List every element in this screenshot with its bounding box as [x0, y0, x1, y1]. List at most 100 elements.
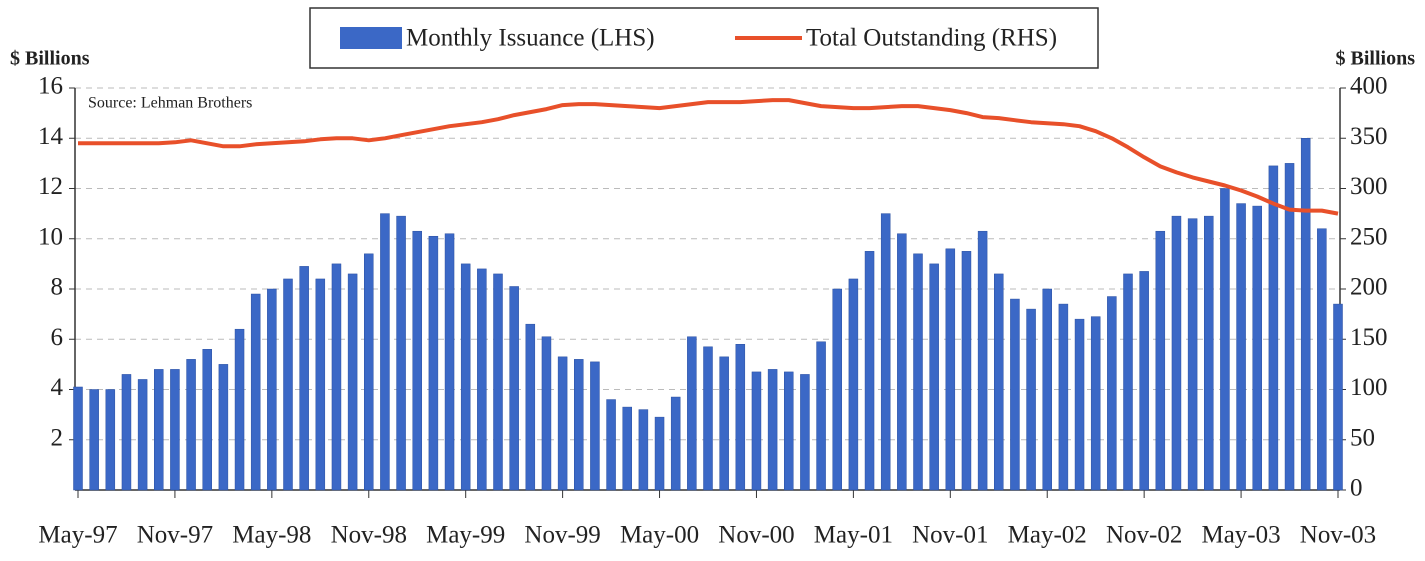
x-tick-label: Nov-99: [524, 522, 600, 549]
x-tick-label: Nov-00: [718, 522, 794, 549]
x-tick-label: May-97: [38, 522, 117, 549]
legend-swatch: [340, 27, 402, 49]
bar: [347, 273, 358, 491]
y2-tick-label: 50: [1350, 424, 1375, 451]
y-axis-title: $ Billions: [10, 48, 90, 70]
bar: [816, 341, 826, 491]
y2-tick-label: 0: [1350, 475, 1363, 502]
bar: [234, 328, 245, 491]
bar: [73, 386, 83, 491]
bar: [719, 356, 729, 491]
bar: [751, 371, 762, 491]
bar: [735, 344, 746, 491]
y2-tick-label: 100: [1350, 374, 1388, 401]
bar: [1236, 203, 1246, 491]
y2-tick-label: 300: [1350, 173, 1388, 200]
bar: [267, 288, 277, 491]
bar: [767, 369, 778, 491]
y2-tick-label: 350: [1350, 123, 1388, 150]
bar: [1268, 165, 1279, 491]
legend-label: Monthly Issuance (LHS): [406, 25, 655, 52]
bar: [848, 278, 859, 491]
bar: [1187, 218, 1198, 491]
x-tick-label: May-02: [1008, 522, 1087, 549]
x-tick-label: Nov-01: [912, 522, 988, 549]
bar: [1074, 318, 1085, 491]
x-tick-label: May-98: [232, 522, 311, 549]
bar: [1058, 303, 1069, 491]
x-tick-label: Nov-98: [331, 522, 407, 549]
bar: [929, 263, 939, 491]
x-tick-label: Nov-02: [1106, 522, 1182, 549]
bar: [961, 251, 972, 491]
bar: [412, 230, 422, 491]
x-tick-label: May-00: [620, 522, 699, 549]
bar: [186, 359, 196, 491]
bar: [622, 406, 632, 491]
bar: [1042, 288, 1052, 491]
bar: [525, 323, 536, 491]
x-tick-label: May-03: [1201, 522, 1280, 549]
y-tick-label: 2: [51, 424, 64, 451]
annotation: Source: Lehman Brothers: [88, 95, 252, 112]
y-tick-label: 10: [38, 223, 63, 250]
bar: [105, 389, 116, 491]
bar: [121, 374, 132, 491]
bar: [1284, 163, 1295, 491]
bar: [364, 253, 374, 491]
legend-box: [309, 7, 1099, 69]
y-tick-label: 6: [51, 324, 64, 351]
bar: [880, 213, 891, 491]
bar: [557, 356, 568, 491]
bar: [1123, 273, 1133, 491]
bar: [606, 399, 616, 491]
bar: [250, 293, 261, 491]
bar: [864, 251, 875, 491]
y2-tick-label: 200: [1350, 274, 1388, 301]
bar: [1300, 138, 1311, 491]
y-tick-label: 14: [38, 123, 64, 150]
bar: [913, 253, 923, 491]
bar: [1171, 215, 1182, 491]
bar: [1090, 316, 1101, 491]
y2-tick-label: 150: [1350, 324, 1388, 351]
bar: [428, 235, 439, 491]
line: [78, 98, 1339, 216]
bar: [541, 336, 552, 491]
bar: [460, 263, 471, 491]
bar: [477, 268, 487, 491]
y2-tick-label: 400: [1350, 73, 1388, 100]
bar: [283, 278, 293, 491]
x-tick-label: May-99: [426, 522, 505, 549]
y-tick-label: 16: [38, 73, 63, 100]
bar: [170, 369, 180, 491]
bar: [1026, 308, 1036, 491]
bar: [1317, 228, 1327, 491]
bar: [670, 396, 681, 491]
bar: [654, 416, 665, 491]
bar: [299, 266, 309, 491]
bar: [703, 346, 713, 491]
bar: [897, 233, 907, 491]
bar: [800, 374, 810, 491]
bar: [1333, 303, 1343, 491]
x-tick-label: Nov-97: [137, 522, 213, 549]
bar: [509, 286, 519, 491]
y2-tick-label: 250: [1350, 223, 1388, 250]
y-tick-label: 8: [51, 274, 64, 301]
bar: [574, 359, 584, 491]
bar: [945, 248, 956, 491]
bar: [1139, 271, 1149, 491]
bar: [1155, 230, 1166, 491]
bar: [784, 371, 794, 491]
bar: [977, 230, 988, 491]
legend-label: Total Outstanding (RHS): [806, 25, 1057, 52]
bar: [994, 273, 1004, 491]
bar: [493, 273, 503, 491]
bar: [380, 213, 390, 491]
bar: [444, 233, 455, 491]
x-tick-label: Nov-03: [1300, 522, 1376, 549]
bar: [137, 379, 148, 491]
